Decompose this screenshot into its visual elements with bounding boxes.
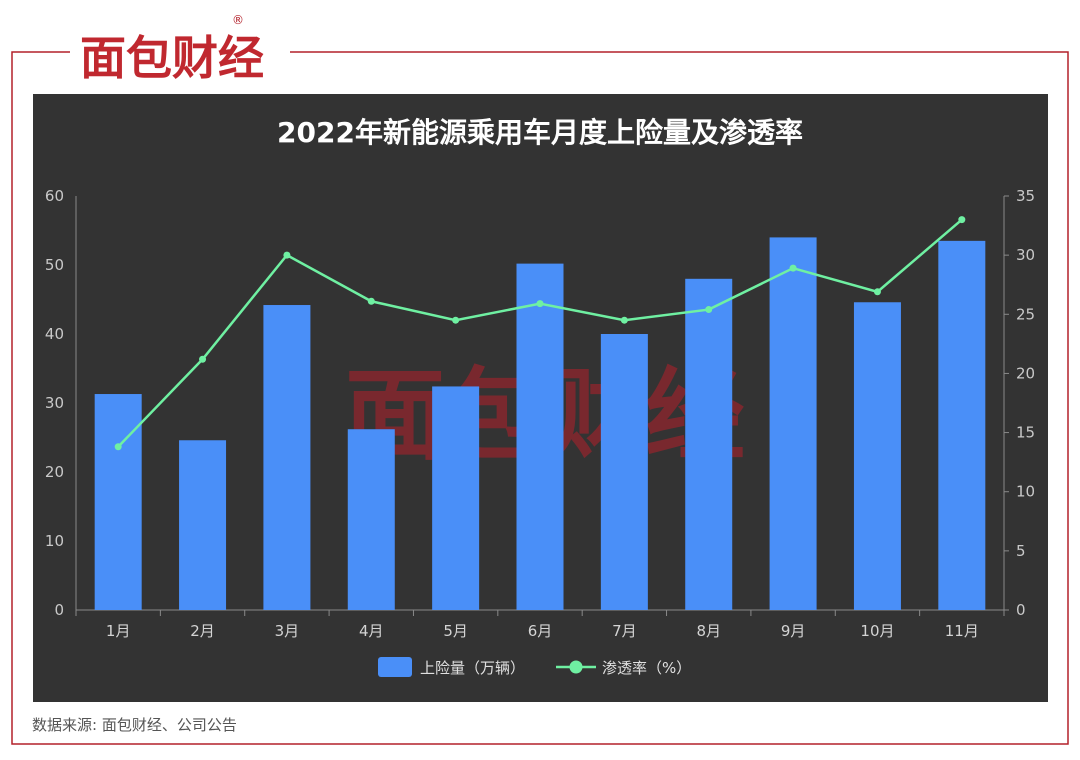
bar-7 [600,334,648,610]
outer-frame [11,51,1069,745]
left-tick-label: 20 [45,463,64,481]
line-point-11 [958,216,966,224]
legend: 上险量（万辆） 渗透率（%） [378,657,691,677]
left-axis-ticks: 0 10 20 30 40 50 60 [45,187,64,619]
x-tick-label: 1月 [106,622,131,640]
chart-title: 2022年新能源乘用车月度上险量及渗透率 [277,116,803,149]
left-tick-label: 0 [54,601,64,619]
registered-mark: ® [232,13,244,27]
bar-9 [769,237,817,610]
x-axis-ticks: 1月 2月 3月 4月 5月 6月 7月 8月 9月 10月 11月 [75,610,1005,640]
right-tick-label: 5 [1016,542,1026,560]
right-axis-ticks: 0 5 10 15 20 25 30 35 [1004,187,1035,619]
x-tick-label: 4月 [359,622,384,640]
line-point-7 [620,316,628,324]
line-point-2 [199,355,207,363]
line-point-5 [452,316,460,324]
bar-1 [94,394,142,610]
line-point-3 [283,251,291,259]
line-point-8 [705,306,713,314]
x-tick-label: 3月 [275,622,300,640]
right-tick-label: 35 [1016,187,1035,205]
left-tick-label: 30 [45,394,64,412]
x-tick-label: 6月 [528,622,553,640]
x-tick-label: 8月 [696,622,721,640]
x-tick-label: 5月 [443,622,468,640]
line-point-6 [536,300,544,308]
legend-label-bar: 上险量（万辆） [420,659,525,677]
x-tick-label: 9月 [781,622,806,640]
brand-logo: 面包财经 ® [80,13,264,85]
line-series [114,216,966,451]
legend-swatch-bar [378,657,412,677]
line-point-10 [873,288,881,296]
bar-5 [432,386,480,610]
right-tick-label: 30 [1016,246,1035,264]
x-tick-label: 7月 [612,622,637,640]
legend-label-line: 渗透率（%） [602,659,691,677]
right-tick-label: 20 [1016,364,1035,382]
bar-3 [263,305,311,610]
line-point-4 [367,297,375,305]
line-point-9 [789,264,797,272]
bar-8 [685,278,733,610]
bar-series [94,237,986,610]
bar-4 [347,429,395,610]
x-tick-label: 2月 [190,622,215,640]
line-point-1 [114,443,122,451]
right-tick-label: 0 [1016,601,1026,619]
left-tick-label: 50 [45,256,64,274]
x-tick-label: 11月 [945,622,979,640]
left-tick-label: 60 [45,187,64,205]
brand-logo-text: 面包财经 [80,31,264,85]
bar-10 [853,302,901,610]
bar-11 [938,240,986,610]
bar-2 [179,440,227,610]
x-tick-label: 10月 [860,622,894,640]
right-tick-label: 15 [1016,424,1035,442]
left-tick-label: 40 [45,325,64,343]
right-tick-label: 10 [1016,483,1035,501]
source-note: 数据来源: 面包财经、公司公告 [32,716,237,734]
right-tick-label: 25 [1016,305,1035,323]
legend-swatch-marker [569,660,583,674]
left-tick-label: 10 [45,532,64,550]
bar-6 [516,263,564,610]
